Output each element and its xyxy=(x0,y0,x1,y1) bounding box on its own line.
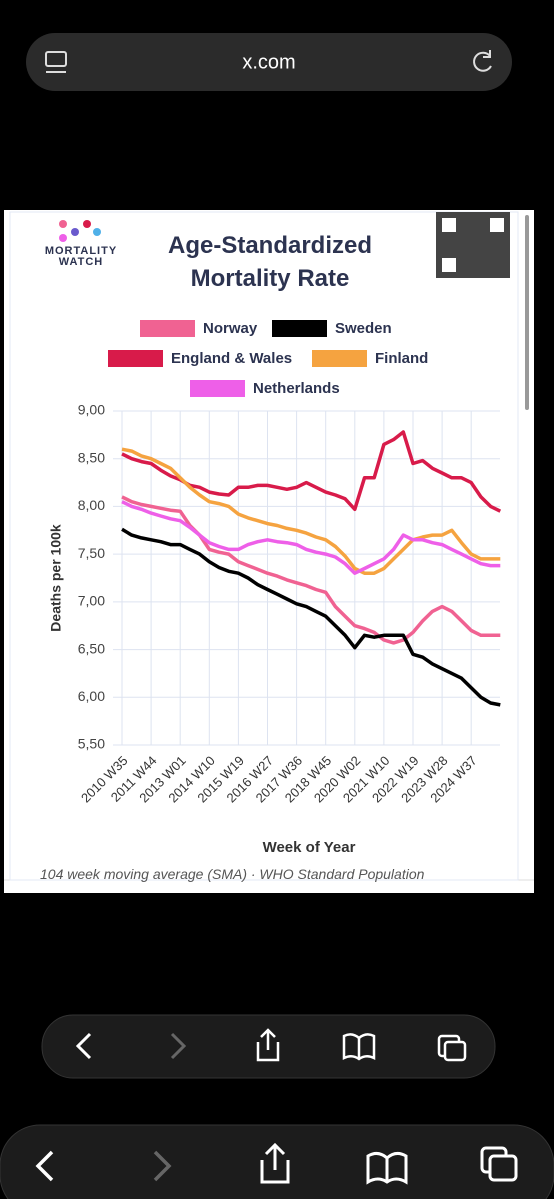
qr-corner xyxy=(490,218,504,232)
x-axis-label: Week of Year xyxy=(263,839,356,856)
back-button[interactable] xyxy=(75,1032,92,1060)
legend-label: England & Wales xyxy=(171,350,292,367)
scrollbar xyxy=(525,215,529,410)
logo-dot xyxy=(93,228,101,236)
y-tick-label: 7,50 xyxy=(78,545,105,561)
logo-text: MORTALITY WATCH xyxy=(44,245,118,268)
y-tick-label: 8,00 xyxy=(78,497,105,513)
bookmarks-button[interactable] xyxy=(366,1151,408,1185)
y-tick-label: 6,50 xyxy=(78,640,105,656)
bottom-toolbar xyxy=(0,1124,554,1199)
legend-swatch xyxy=(108,350,163,367)
y-tick-label: 5,50 xyxy=(78,736,105,752)
series-line xyxy=(121,495,501,645)
series-line xyxy=(121,447,501,575)
logo-dot xyxy=(59,220,67,228)
tabs-icon[interactable] xyxy=(45,51,67,67)
tabs-button-front xyxy=(488,1154,518,1182)
share-button[interactable] xyxy=(256,1028,280,1062)
logo-icon xyxy=(59,220,101,242)
reload-icon[interactable] xyxy=(473,50,492,72)
legend-swatch xyxy=(312,350,367,367)
back-button[interactable] xyxy=(35,1150,54,1182)
qr-corner xyxy=(442,258,456,272)
forward-button[interactable] xyxy=(170,1032,187,1060)
chart-title: Age-Standardized Mortality Rate xyxy=(167,232,373,292)
y-tick-label: 7,00 xyxy=(78,593,105,609)
legend-label: Netherlands xyxy=(253,380,340,397)
url-bar[interactable] xyxy=(26,33,512,91)
logo-dot xyxy=(59,234,67,242)
y-tick-label: 9,00 xyxy=(78,402,105,418)
legend-label: Norway xyxy=(203,320,258,337)
legend-swatch xyxy=(272,320,327,337)
legend-swatch xyxy=(140,320,195,337)
y-tick-label: 6,00 xyxy=(78,688,105,704)
chart-frame xyxy=(9,211,519,881)
legend-label: Finland xyxy=(375,350,428,367)
chart-image xyxy=(4,210,534,893)
url-text: x.com xyxy=(242,51,295,73)
forward-button[interactable] xyxy=(153,1150,172,1182)
series-line xyxy=(121,500,501,575)
bookmarks-button[interactable] xyxy=(342,1033,376,1061)
tabs-button-front xyxy=(443,1040,467,1062)
y-axis-label: Deaths per 100k xyxy=(48,524,64,632)
share-button[interactable] xyxy=(260,1142,290,1184)
logo-dot xyxy=(83,220,91,228)
logo-dot xyxy=(71,228,79,236)
y-tick-label: 8,50 xyxy=(78,449,105,465)
legend-label: Sweden xyxy=(335,320,392,337)
legend-swatch xyxy=(190,380,245,397)
qr-corner xyxy=(442,218,456,232)
footnote: 104 week moving average (SMA) · WHO Stan… xyxy=(40,866,425,882)
series-line xyxy=(121,527,501,707)
